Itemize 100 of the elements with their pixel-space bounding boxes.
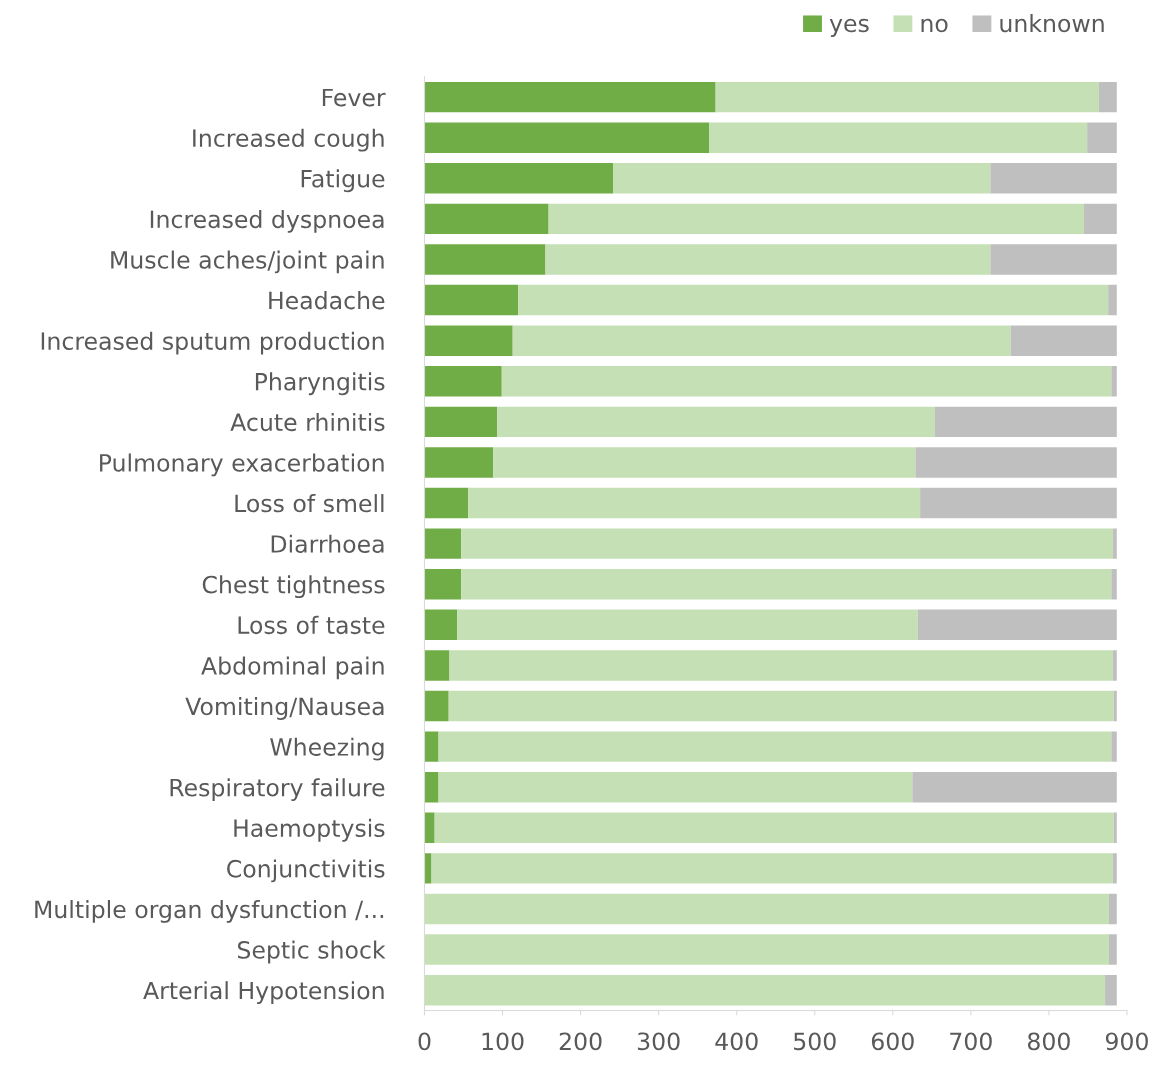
bar <box>424 731 439 762</box>
x-tick-label: 900 <box>1105 1032 1148 1051</box>
bar <box>424 203 549 235</box>
y-tick-label: Conjunctivitis <box>227 859 385 883</box>
bar <box>424 771 439 803</box>
bar <box>512 325 1011 356</box>
bar <box>424 650 450 681</box>
bar <box>424 812 435 844</box>
x-tick-label: 200 <box>559 1032 602 1051</box>
bar <box>424 366 502 397</box>
y-tick-label: Haemoptysis <box>234 818 385 842</box>
bar <box>1010 325 1117 356</box>
legend-label: no <box>921 18 948 33</box>
x-tick-label: 800 <box>1027 1032 1070 1051</box>
bar <box>920 487 1117 519</box>
x-tick-label: 300 <box>637 1032 680 1051</box>
bar <box>1098 81 1117 113</box>
bar <box>461 528 1113 559</box>
bar <box>518 284 1109 316</box>
bar <box>1111 366 1117 397</box>
y-tick-label: Headache <box>269 291 385 310</box>
bar <box>424 447 494 478</box>
y-tick-label: Arterial Hypotension <box>143 981 384 1005</box>
y-tick-label: Vomiting/Nausea <box>185 697 384 720</box>
y-tick-label: Loss of taste <box>238 615 385 635</box>
bar <box>424 244 546 275</box>
y-tick-label: Pharyngitis <box>255 372 385 396</box>
x-tick-label: 500 <box>794 1032 836 1051</box>
bar <box>424 163 614 194</box>
bar <box>1111 569 1117 600</box>
bar <box>424 122 710 153</box>
bar <box>990 244 1117 275</box>
bar <box>461 569 1112 600</box>
y-tick-label: Chest tightness <box>202 575 385 599</box>
y-tick-label: Increased sputum production <box>41 331 384 355</box>
y-tick-label: Acute rhinitis <box>230 412 385 432</box>
y-tick-label: Muscle aches/joint pain <box>111 250 384 274</box>
bar <box>1109 893 1117 925</box>
y-tick-label: Abdominal pain <box>201 656 384 680</box>
bar <box>424 690 449 722</box>
bar <box>431 853 1113 884</box>
bar <box>917 609 1117 641</box>
y-tick-label: Increased cough <box>193 128 384 152</box>
bar <box>424 81 716 113</box>
bar <box>497 406 935 438</box>
bar <box>468 487 921 519</box>
bar <box>424 325 513 356</box>
y-tick-label: Septic shock <box>237 940 386 964</box>
bar <box>424 284 519 316</box>
bar <box>545 244 991 275</box>
x-tick-label: 400 <box>715 1032 758 1051</box>
bar <box>424 487 469 519</box>
y-tick-label: Wheezing <box>270 737 384 761</box>
bar <box>424 934 1109 965</box>
bar <box>1113 690 1117 722</box>
bar <box>449 650 1113 681</box>
bar <box>613 163 991 194</box>
bar <box>1105 974 1117 1006</box>
x-tick-label: 600 <box>871 1032 914 1051</box>
bar <box>715 81 1099 113</box>
bar <box>438 771 913 803</box>
bar <box>934 406 1117 438</box>
legend-label: yes <box>829 18 869 37</box>
bar <box>424 569 462 600</box>
bar <box>1112 853 1117 884</box>
bar <box>424 528 462 559</box>
bar <box>457 609 918 641</box>
y-tick-label: Fever <box>322 88 386 107</box>
bar <box>1109 934 1117 965</box>
x-tick-label: 100 <box>482 1032 524 1051</box>
bar <box>915 447 1117 478</box>
y-tick-label: Pulmonary exacerbation <box>100 453 384 477</box>
bar <box>493 447 916 478</box>
y-tick-label: Fatigue <box>301 169 385 193</box>
bar <box>1113 812 1117 844</box>
x-tick-label: 700 <box>950 1032 992 1051</box>
bar <box>1084 203 1117 235</box>
bar <box>501 366 1112 397</box>
bar <box>424 406 498 438</box>
bar <box>424 853 432 884</box>
bar <box>424 893 1109 925</box>
y-tick-label: Loss of smell <box>235 494 384 513</box>
y-tick-label: Diarrhoea <box>271 534 384 553</box>
bar <box>424 609 458 641</box>
bar <box>1087 122 1117 153</box>
bar <box>912 771 1117 803</box>
bar <box>990 163 1117 194</box>
y-tick-label: Increased dyspnoea <box>150 209 384 233</box>
bar <box>448 690 1114 722</box>
bar <box>709 122 1088 153</box>
bar <box>434 812 1114 844</box>
y-tick-label: Multiple organ dysfunction /... <box>35 900 384 923</box>
bar <box>548 203 1085 235</box>
bar <box>1108 284 1117 316</box>
bar <box>1112 650 1117 681</box>
y-tick-label: Respiratory failure <box>170 778 385 802</box>
bar <box>1111 731 1117 762</box>
bar <box>424 974 1106 1006</box>
bar <box>438 731 1112 762</box>
x-tick-label: 0 <box>418 1032 431 1051</box>
